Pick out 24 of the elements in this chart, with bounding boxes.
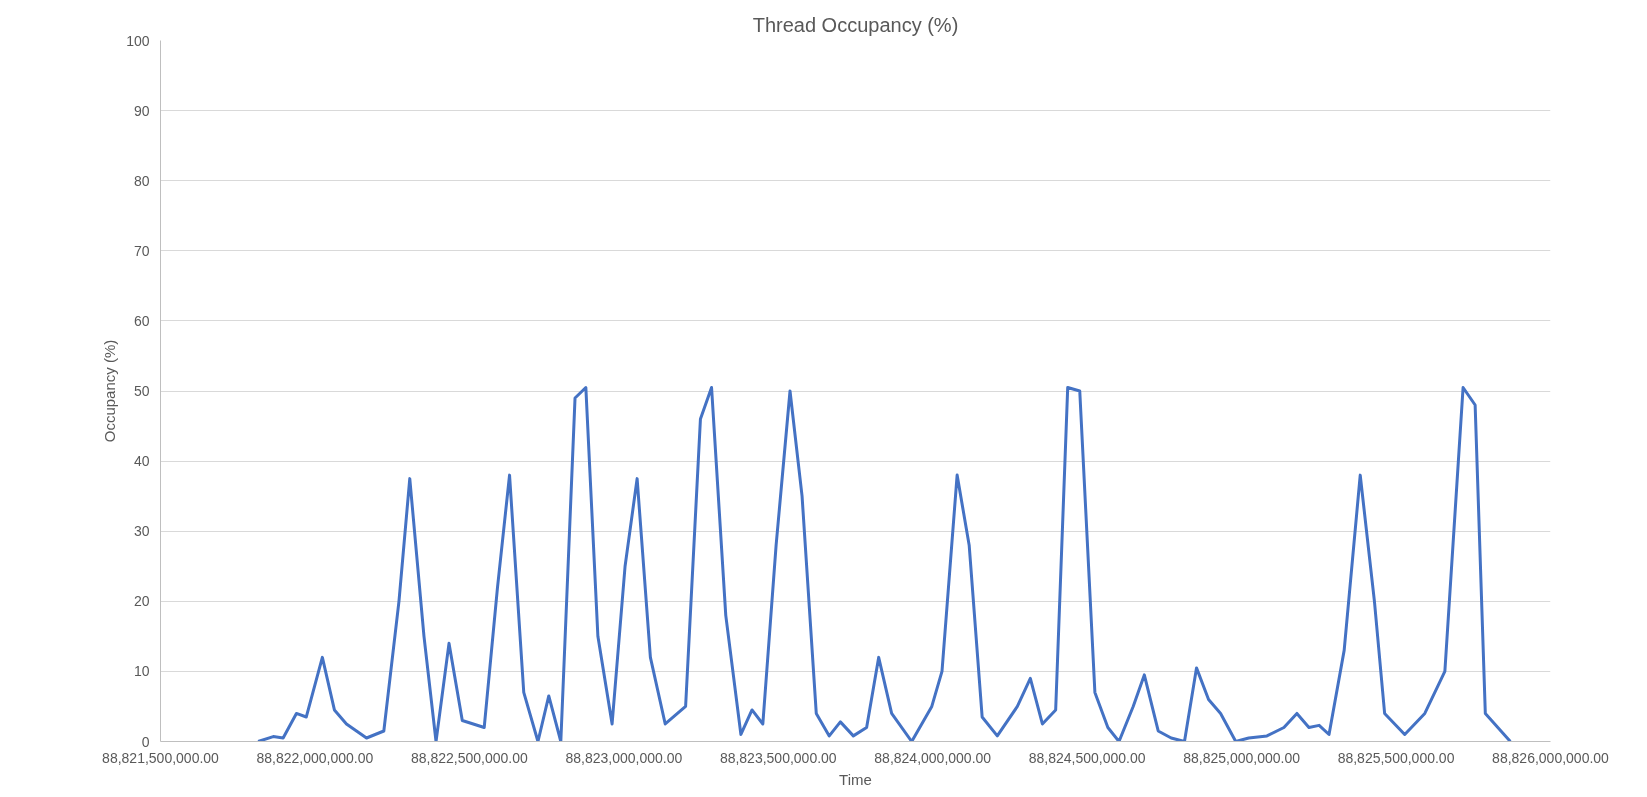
x-tick-label: 88,824,500,000.00	[1028, 749, 1146, 766]
x-tick-label: 88,822,500,000.00	[411, 749, 528, 766]
x-tick-label: 88,826,000,000.00	[1492, 749, 1610, 766]
y-tick-label: 0	[141, 733, 150, 750]
x-axis-title: Time	[839, 770, 872, 788]
y-tick-label: 20	[133, 593, 150, 610]
x-tick-label: 88,823,000,000.00	[565, 749, 683, 766]
y-tick-label: 10	[133, 663, 150, 680]
y-tick-label: 60	[133, 312, 150, 329]
x-tick-label: 88,823,500,000.00	[719, 749, 837, 766]
y-axis-title: Occupancy (%)	[101, 339, 119, 443]
y-tick-label: 50	[133, 383, 150, 399]
x-tick-label: 88,825,000,000.00	[1183, 749, 1301, 766]
y-tick-label: 90	[133, 102, 150, 119]
y-tick-label: 100	[126, 32, 150, 49]
chart-title: Thread Occupancy (%)	[752, 13, 959, 36]
y-tick-label: 80	[133, 172, 150, 189]
y-tick-label: 40	[133, 453, 150, 470]
y-tick-label: 30	[133, 523, 150, 540]
x-tick-label: 88,824,000,000.00	[874, 749, 992, 766]
x-tick-label: 88,821,500,000.00	[102, 749, 220, 766]
y-tick-label: 70	[133, 242, 150, 259]
x-tick-label: 88,822,000,000.00	[256, 749, 374, 766]
x-tick-label: 88,825,500,000.00	[1337, 749, 1455, 766]
